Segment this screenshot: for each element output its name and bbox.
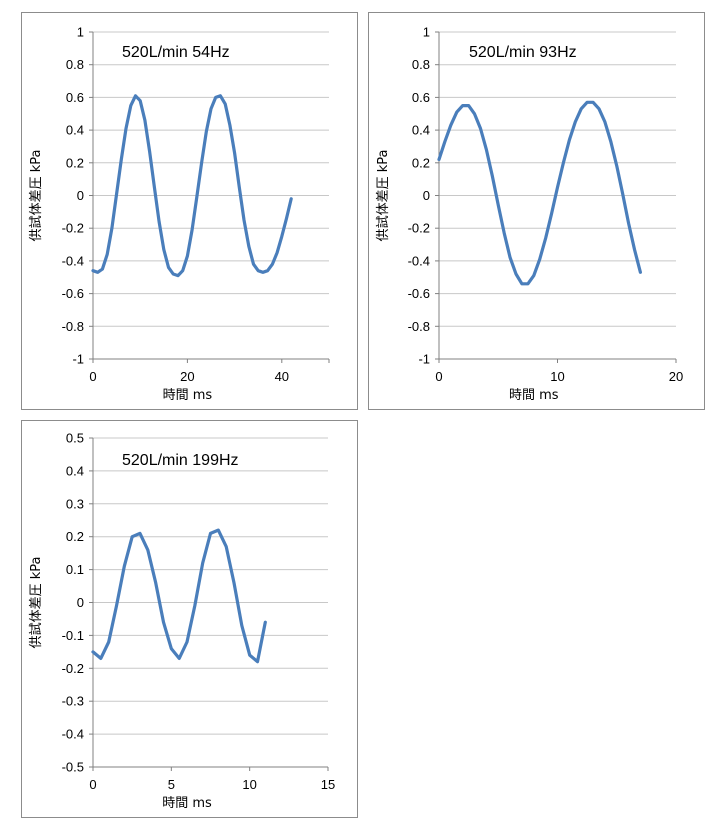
y-tick-label: 0.8	[66, 57, 84, 72]
y-tick-label: -0.2	[62, 661, 84, 676]
chart-panel-199hz: -0.5 -0.4 -0.3 -0.2 -0.1 0 0.1 0.2 0.3 0.4 0.5 0 5 10…	[21, 420, 358, 818]
y-tick-label: -1	[72, 352, 84, 367]
y-tick-label: 0	[77, 188, 84, 203]
y-tick-label: 0.4	[66, 463, 84, 478]
x-tick-label: 20	[180, 369, 194, 384]
y-tick-label: -0.4	[62, 253, 84, 268]
y-tick-label: 0.6	[66, 90, 84, 105]
y-tick-label: 0.8	[412, 57, 430, 72]
y-tick-label: -0.3	[62, 694, 84, 709]
y-tick-label: -1	[418, 352, 430, 367]
y-tick-label: 0.2	[66, 155, 84, 170]
y-tick-label: 0.1	[66, 562, 84, 577]
x-tick-label: 0	[89, 777, 96, 792]
chart-title: 520L/min 199Hz	[122, 452, 239, 469]
y-tick-label: 0.4	[412, 123, 430, 138]
y-tick-label: 0.2	[412, 155, 430, 170]
x-tick-label: 10	[242, 777, 256, 792]
y-tick-label: -0.8	[408, 319, 430, 334]
y-tick-label: -0.4	[62, 727, 84, 742]
y-axis-label: 供試体差圧 kPa	[28, 150, 44, 242]
x-tick-label: 0	[435, 369, 442, 384]
chart-title: 520L/min 54Hz	[122, 44, 230, 61]
y-tick-label: 0.6	[412, 90, 430, 105]
y-tick-label: 1	[77, 25, 84, 40]
x-axis-label: 時間 ms	[509, 388, 559, 403]
series-line	[91, 528, 267, 664]
x-tick-label: 10	[550, 369, 564, 384]
chart-panel-54hz: -1 -0.8 -0.6 -0.4 -0.2 0 0.2 0.4 0.6 0.8 1 0 20 40 520…	[21, 12, 358, 410]
chart-title: 520L/min 93Hz	[469, 44, 577, 61]
y-tick-label: -0.2	[62, 221, 84, 236]
y-tick-label: -0.5	[62, 760, 84, 775]
x-tick-label: 20	[669, 369, 683, 384]
y-axis-label: 供試体差圧 kPa	[28, 557, 44, 649]
x-tick-label: 5	[168, 777, 175, 792]
y-tick-label: -0.2	[408, 221, 430, 236]
y-tick-label: -0.6	[62, 286, 84, 301]
y-tick-label: 1	[423, 25, 430, 40]
series-line	[437, 100, 642, 286]
y-tick-label: -0.8	[62, 319, 84, 334]
y-tick-label: -0.4	[408, 253, 430, 268]
y-tick-label: 0.5	[66, 431, 84, 446]
chart-199hz: -0.5 -0.4 -0.3 -0.2 -0.1 0 0.1 0.2 0.3 0.4 0.5 0 5 10…	[28, 431, 335, 812]
chart-93hz: -1-0.8-0.6-0.4-0.200.20.40.60.810 10 20520…	[375, 25, 683, 404]
x-tick-label: 15	[321, 777, 335, 792]
y-tick-label: 0	[77, 595, 84, 610]
y-tick-label: -0.1	[62, 628, 84, 643]
chart-54hz: -1 -0.8 -0.6 -0.4 -0.2 0 0.2 0.4 0.6 0.8 1 0 20 40 520…	[28, 25, 330, 403]
y-tick-label: -0.6	[408, 286, 430, 301]
x-axis-label: 時間 ms	[162, 796, 212, 811]
y-tick-label: 0.2	[66, 529, 84, 544]
y-tick-label: 0.4	[66, 123, 84, 138]
y-axis-label: 供試体差圧 kPa	[375, 150, 391, 242]
x-tick-label: 40	[275, 369, 289, 384]
x-axis-label: 時間 ms	[163, 388, 213, 403]
chart-panel-93hz: -1 -0.8 -0.6 -0.4 -0.2 0 0.2 0.4 0.6 0.8 1 0 10 20 520…	[368, 12, 705, 410]
series-line	[91, 94, 293, 278]
y-tick-label: 0.3	[66, 496, 84, 511]
y-tick-label: 0	[423, 188, 430, 203]
x-tick-label: 0	[89, 369, 96, 384]
